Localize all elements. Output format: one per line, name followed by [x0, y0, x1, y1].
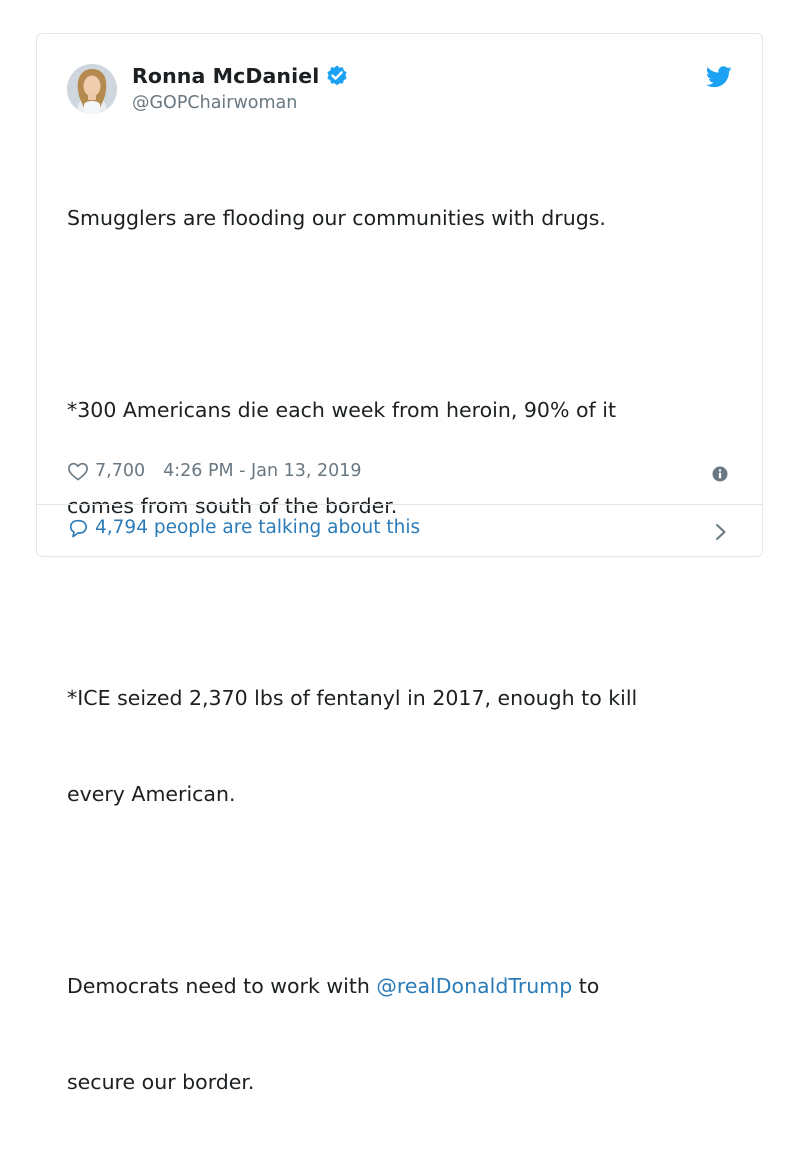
tweet-text: Smugglers are flooding our communities w… — [67, 138, 737, 1162]
tweet-line: comes from south of the border. — [67, 494, 398, 518]
conversation-link[interactable]: 4,794 people are talking about this — [67, 517, 420, 538]
tweet-line: secure our border. — [67, 1070, 255, 1094]
tweet-text-segment: Democrats need to work with — [67, 974, 377, 998]
conversation-count-label[interactable]: 4,794 people are talking about this — [95, 517, 421, 538]
tweet-timestamp[interactable]: 4:26 PM - Jan 13, 2019 — [163, 461, 362, 481]
heart-icon[interactable] — [67, 461, 89, 481]
tweet-metadata: 7,700 4:26 PM - Jan 13, 2019 — [67, 461, 362, 481]
mention-link[interactable]: @realDonaldTrump — [376, 974, 573, 998]
paragraph-spacer — [67, 874, 737, 906]
tweet-line: Smugglers are flooding our communities w… — [67, 206, 606, 230]
tweet-text-segment: to — [572, 974, 600, 998]
paragraph-spacer — [67, 586, 737, 618]
tweet-line: *ICE seized 2,370 lbs of fentanyl in 201… — [67, 686, 638, 710]
embedded-tweet-card[interactable]: Ronna McDaniel @GOPChairwoman Smugglers … — [36, 33, 763, 1094]
author-name-row[interactable]: Ronna McDaniel — [132, 64, 349, 88]
tweet-line-with-mention: Democrats need to work with @realDonaldT… — [67, 970, 737, 1002]
like-count[interactable]: 7,700 — [95, 461, 146, 481]
tweet-line: *300 Americans die each week from heroin… — [67, 398, 616, 422]
info-icon[interactable] — [712, 466, 728, 482]
avatar[interactable] — [67, 64, 117, 114]
tweet-line: every American. — [67, 782, 236, 806]
paragraph-spacer — [67, 298, 737, 330]
display-name[interactable]: Ronna McDaniel — [132, 64, 320, 88]
chevron-right-icon[interactable] — [714, 523, 728, 541]
twitter-bird-icon[interactable] — [706, 66, 732, 88]
verified-badge-icon — [325, 64, 349, 88]
speech-bubble-icon — [67, 518, 89, 538]
user-handle[interactable]: @GOPChairwoman — [132, 93, 298, 113]
divider — [37, 504, 762, 505]
